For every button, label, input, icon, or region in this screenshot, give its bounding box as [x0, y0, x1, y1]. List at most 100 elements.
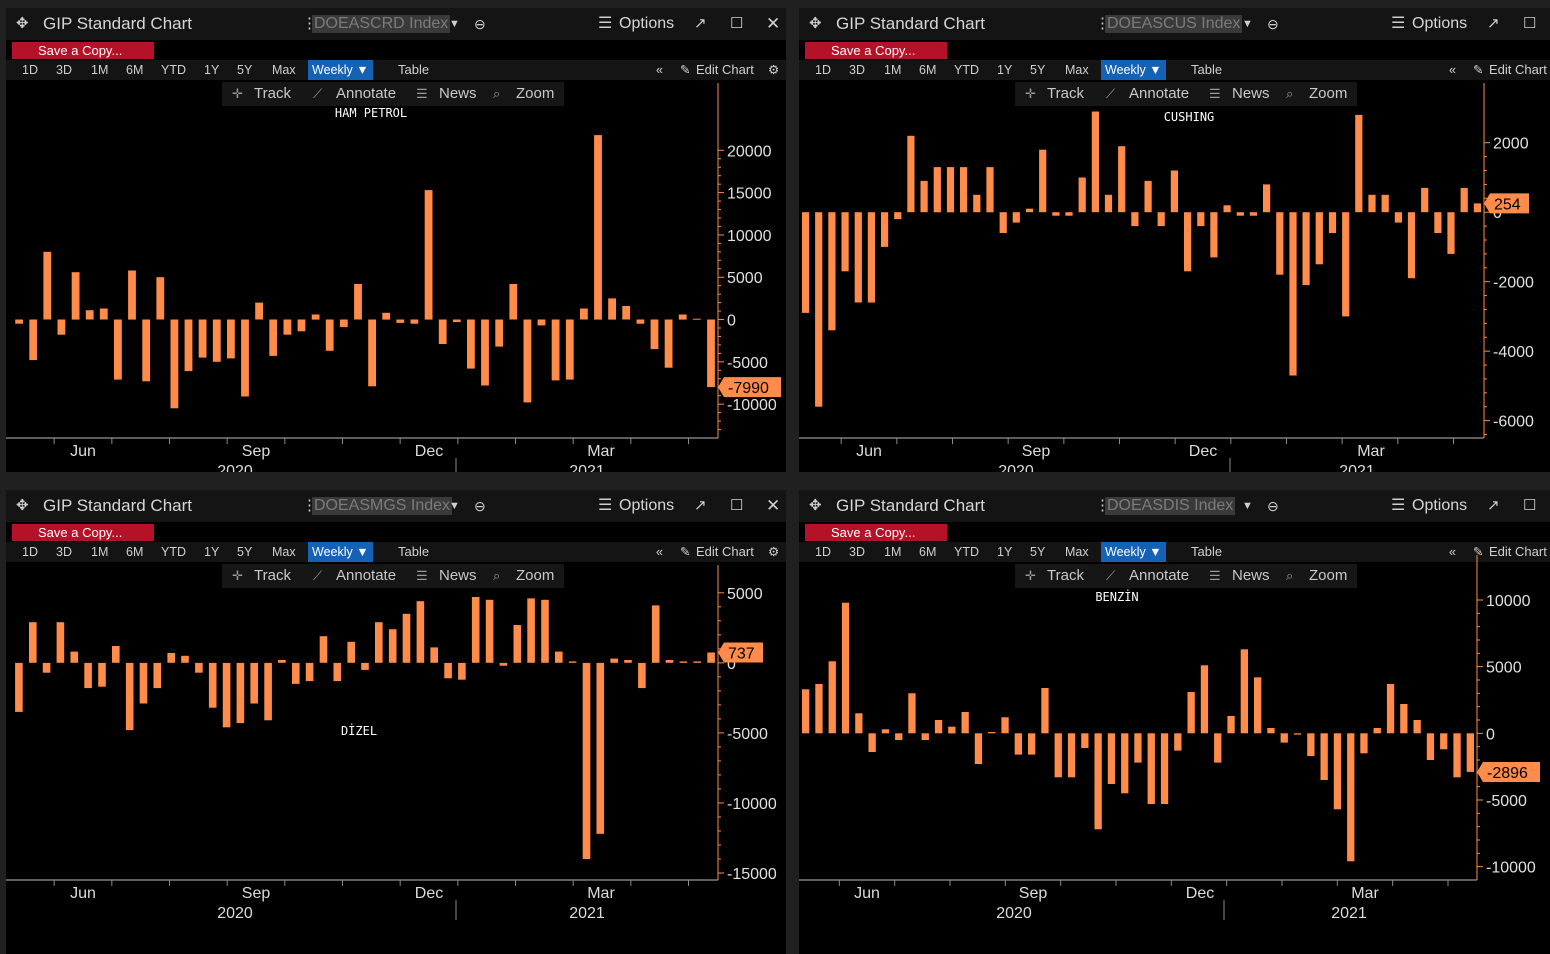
edit-chart-button[interactable]: Edit Chart [1489, 544, 1547, 559]
table-button[interactable]: Table [1191, 62, 1223, 77]
move-icon[interactable]: ✥ [16, 497, 29, 514]
range-3d[interactable]: 3D [849, 63, 865, 77]
popout-icon[interactable]: ↗ [1487, 497, 1500, 514]
range-3d[interactable]: 3D [849, 545, 865, 559]
range-5y[interactable]: 5Y [1030, 63, 1046, 77]
options-menu-icon[interactable]: ☰ [1391, 15, 1406, 32]
window-titlebar[interactable]: ✥ GIP Standard Chart ⋮ DOEASCRD Index ▼ … [6, 8, 786, 40]
collapse-icon[interactable]: « [656, 545, 663, 559]
options-button[interactable]: Options [619, 15, 675, 32]
range-max[interactable]: Max [1065, 545, 1089, 559]
news-button[interactable]: News [439, 85, 477, 102]
chevron-down-icon[interactable]: ▼ [449, 500, 460, 512]
move-icon[interactable]: ✥ [809, 497, 822, 514]
range-1y[interactable]: 1Y [204, 63, 220, 77]
options-button[interactable]: Options [1412, 15, 1468, 32]
news-button[interactable]: News [1232, 85, 1270, 102]
annotate-button[interactable]: Annotate [336, 567, 397, 584]
range-ytd[interactable]: YTD [161, 545, 186, 559]
popout-icon[interactable]: ↗ [694, 497, 707, 514]
table-button[interactable]: Table [398, 544, 430, 559]
maximize-icon[interactable]: ☐ [1523, 497, 1537, 514]
annotate-button[interactable]: Annotate [336, 85, 397, 102]
range-1m[interactable]: 1M [884, 63, 902, 77]
bar-chart[interactable]: 20000 15000 10000 5000 0 -5000 -10000-7990 Jun S… [6, 8, 786, 472]
range-6m[interactable]: 6M [919, 63, 937, 77]
range-max[interactable]: Max [1065, 63, 1089, 77]
ticker-input[interactable]: DOEASCUS Index [1105, 15, 1243, 33]
range-5y[interactable]: 5Y [237, 545, 253, 559]
range-max[interactable]: Max [272, 63, 296, 77]
chevron-down-icon[interactable]: ▼ [449, 18, 460, 30]
zoom-button[interactable]: Zoom [1309, 85, 1348, 102]
range-1d[interactable]: 1D [815, 63, 831, 77]
range-6m[interactable]: 6M [919, 545, 937, 559]
edit-chart-button[interactable]: Edit Chart [1489, 62, 1547, 77]
frequency-dropdown[interactable]: Weekly ▼ [308, 60, 373, 80]
range-1m[interactable]: 1M [91, 545, 109, 559]
close-icon[interactable]: ✕ [766, 496, 781, 515]
range-ytd[interactable]: YTD [954, 63, 979, 77]
move-icon[interactable]: ✥ [809, 15, 822, 32]
range-5y[interactable]: 5Y [237, 63, 253, 77]
range-6m[interactable]: 6M [126, 545, 144, 559]
ticker-input[interactable]: DOEASCRD Index [312, 15, 451, 33]
range-3d[interactable]: 3D [56, 545, 72, 559]
options-button[interactable]: Options [1412, 497, 1468, 514]
range-3d[interactable]: 3D [56, 63, 72, 77]
link-icon[interactable]: ⊖ [474, 16, 486, 32]
bar-chart[interactable]: 5000 0 -5000 -10000 -15000 737 Jun Sep Dec Mar 202… [6, 490, 786, 954]
move-icon[interactable]: ✥ [16, 15, 29, 32]
window-titlebar[interactable]: ✥ GIP Standard Chart ⋮ DOEASMGS Index ▼ … [6, 490, 786, 522]
range-ytd[interactable]: YTD [161, 63, 186, 77]
range-1m[interactable]: 1M [884, 545, 902, 559]
chevron-down-icon[interactable]: ▼ [1242, 500, 1253, 512]
window-titlebar[interactable]: ✥ GIP Standard Chart ⋮ DOEASCUS Index ▼ … [799, 8, 1550, 40]
range-1d[interactable]: 1D [815, 545, 831, 559]
table-button[interactable]: Table [398, 62, 430, 77]
collapse-icon[interactable]: « [656, 63, 663, 77]
ticker-input[interactable]: DOEASMGS Index [312, 497, 453, 515]
range-ytd[interactable]: YTD [954, 545, 979, 559]
track-button[interactable]: Track [1047, 567, 1084, 584]
range-1y[interactable]: 1Y [204, 545, 220, 559]
zoom-button[interactable]: Zoom [516, 567, 555, 584]
track-button[interactable]: Track [1047, 85, 1084, 102]
save-copy-button[interactable]: Save a Copy... [12, 42, 154, 59]
range-1y[interactable]: 1Y [997, 545, 1013, 559]
link-icon[interactable]: ⊖ [1267, 498, 1279, 514]
link-icon[interactable]: ⊖ [474, 498, 486, 514]
collapse-icon[interactable]: « [1449, 545, 1456, 559]
range-1d[interactable]: 1D [22, 63, 38, 77]
window-titlebar[interactable]: ✥ GIP Standard Chart ⋮ DOEASDIS Index ▼ … [799, 490, 1550, 522]
bar-chart[interactable]: 10000 5000 0 -5000 -10000 -2896 Jun Sep Dec Mar 20… [799, 490, 1550, 954]
gear-icon[interactable]: ⚙ [768, 63, 780, 77]
edit-chart-button[interactable]: Edit Chart [696, 62, 754, 77]
frequency-dropdown[interactable]: Weekly ▼ [308, 542, 373, 562]
table-button[interactable]: Table [1191, 544, 1223, 559]
save-copy-button[interactable]: Save a Copy... [805, 42, 947, 59]
range-1y[interactable]: 1Y [997, 63, 1013, 77]
frequency-dropdown[interactable]: Weekly ▼ [1101, 60, 1166, 80]
annotate-button[interactable]: Annotate [1129, 567, 1190, 584]
ticker-input[interactable]: DOEASDIS Index [1105, 497, 1236, 515]
popout-icon[interactable]: ↗ [1487, 15, 1500, 32]
chevron-down-icon[interactable]: ▼ [1242, 18, 1253, 30]
range-1d[interactable]: 1D [22, 545, 38, 559]
popout-icon[interactable]: ↗ [694, 15, 707, 32]
gear-icon[interactable]: ⚙ [768, 545, 780, 559]
zoom-button[interactable]: Zoom [1309, 567, 1348, 584]
range-1m[interactable]: 1M [91, 63, 109, 77]
track-button[interactable]: Track [254, 85, 291, 102]
news-button[interactable]: News [439, 567, 477, 584]
save-copy-button[interactable]: Save a Copy... [12, 524, 154, 541]
range-max[interactable]: Max [272, 545, 296, 559]
save-copy-button[interactable]: Save a Copy... [805, 524, 947, 541]
zoom-button[interactable]: Zoom [516, 85, 555, 102]
options-menu-icon[interactable]: ☰ [598, 497, 613, 514]
close-icon[interactable]: ✕ [766, 14, 781, 33]
options-button[interactable]: Options [619, 497, 675, 514]
news-button[interactable]: News [1232, 567, 1270, 584]
maximize-icon[interactable]: ☐ [730, 15, 744, 32]
annotate-button[interactable]: Annotate [1129, 85, 1190, 102]
